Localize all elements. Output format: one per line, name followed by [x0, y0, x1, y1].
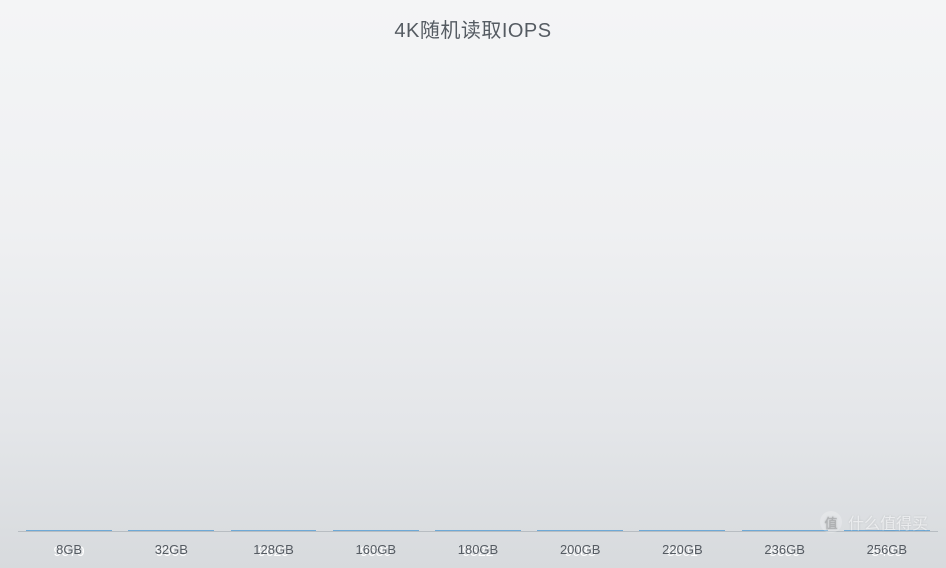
x-axis-label: 128GB — [222, 534, 324, 568]
bar-slot: 9522 — [427, 530, 529, 531]
bar: 9522 — [435, 530, 521, 531]
plot-area: 9679 9563 9629 9630 9522 9083 8801 8659 8485 — [18, 58, 938, 532]
chart-container: 4K随机读取IOPS 9679 9563 9629 9630 9522 9083 8801 8… — [0, 0, 946, 568]
bar-slot: 9629 — [222, 530, 324, 531]
x-axis-label: 200GB — [529, 534, 631, 568]
bar: 8485 — [844, 530, 930, 531]
x-axis-label: 180GB — [427, 534, 529, 568]
chart-title: 4K随机读取IOPS — [0, 14, 946, 43]
bar: 9563 — [128, 530, 214, 531]
x-axis-label: 236GB — [734, 534, 836, 568]
bar: 9679 — [26, 530, 112, 531]
x-axis-label: 8GB — [18, 534, 120, 568]
bar-slot: 8485 — [836, 530, 938, 531]
x-axis-label: 32GB — [120, 534, 222, 568]
bar-slot: 8659 — [734, 530, 836, 531]
x-axis-labels: 8GB32GB128GB160GB180GB200GB220GB236GB256… — [18, 534, 938, 568]
bars-row: 9679 9563 9629 9630 9522 9083 8801 8659 8485 — [18, 58, 938, 531]
bar-slot: 9563 — [120, 530, 222, 531]
bar: 9630 — [333, 530, 419, 531]
bar-slot: 9083 — [529, 530, 631, 531]
bar: 9629 — [231, 530, 317, 531]
x-axis-label: 160GB — [325, 534, 427, 568]
x-axis-label: 220GB — [631, 534, 733, 568]
bar-slot: 9630 — [325, 530, 427, 531]
bar-slot: 9679 — [18, 530, 120, 531]
bar: 8801 — [639, 530, 725, 531]
x-axis-label: 256GB — [836, 534, 938, 568]
bar: 8659 — [742, 530, 828, 531]
bar: 9083 — [537, 530, 623, 531]
bar-slot: 8801 — [631, 530, 733, 531]
